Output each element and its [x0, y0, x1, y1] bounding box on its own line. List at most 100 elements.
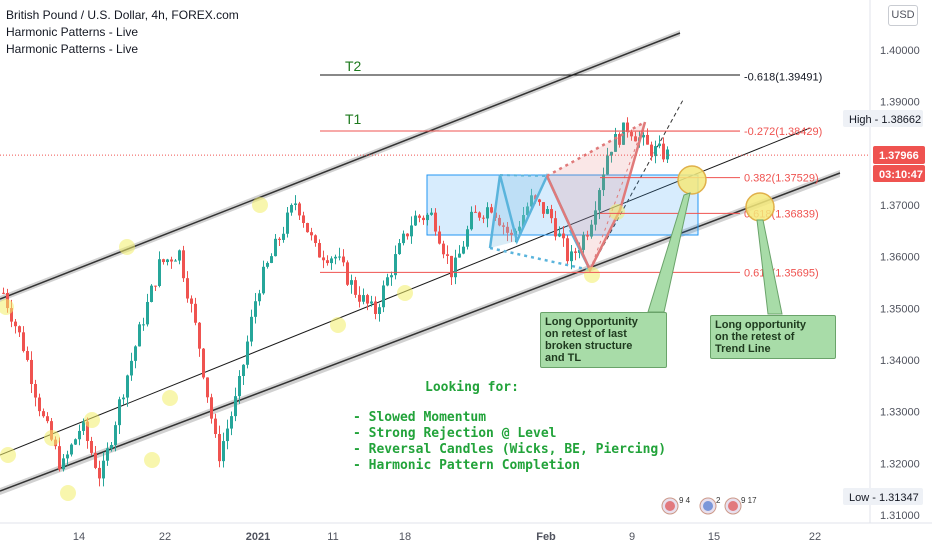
candle-body	[486, 207, 489, 219]
touch-point	[119, 239, 135, 255]
touch-highlights	[0, 197, 625, 501]
candle-body	[30, 359, 33, 385]
candle-body	[198, 322, 201, 349]
candle-body	[222, 441, 225, 462]
candle-body	[214, 418, 217, 435]
price-tick: 1.40000	[880, 45, 920, 57]
candle-body	[586, 234, 589, 237]
candle-body	[78, 430, 81, 440]
candle-body	[202, 348, 205, 378]
price-tick: 1.34000	[880, 355, 920, 367]
candle-body	[122, 397, 125, 400]
current-price-tag: 1.37966 03:10:47	[873, 146, 925, 182]
candle-body	[574, 251, 577, 253]
candle-body	[442, 243, 445, 255]
entry-circle-1[interactable]	[677, 165, 707, 195]
candle-body	[602, 174, 605, 191]
candle-body	[18, 326, 21, 333]
candle-body	[610, 151, 613, 156]
candle-body	[150, 285, 153, 302]
currency-button[interactable]: USD	[888, 5, 918, 26]
candle-body	[190, 298, 193, 304]
channel-upper-line[interactable]	[0, 32, 681, 300]
candle-body	[14, 321, 17, 327]
candle-body	[306, 223, 309, 233]
price-tick: 1.32000	[880, 458, 920, 470]
time-tick: 11	[327, 531, 338, 543]
candle-body	[622, 122, 625, 145]
channel-lower-line[interactable]	[0, 172, 841, 492]
time-tick: 2021	[246, 531, 270, 543]
candle-body	[226, 428, 229, 442]
fib-label: 0.382(1.37529)	[744, 173, 819, 185]
entry-circle-2[interactable]	[745, 192, 775, 222]
candle-body	[46, 416, 49, 422]
candle-body	[510, 232, 513, 236]
candle-body	[526, 206, 529, 216]
candle-body	[406, 233, 409, 237]
candle-body	[358, 294, 361, 302]
candle-body	[530, 195, 533, 207]
indicator-2[interactable]: Harmonic Patterns - Live	[6, 42, 139, 56]
callout-note-1[interactable]: Long Opportunity on retest of last broke…	[540, 312, 667, 368]
touch-point	[584, 267, 600, 283]
svg-text:High - 1.38662: High - 1.38662	[849, 114, 921, 126]
callout-note-2[interactable]: Long opportunity on the retest of Trend …	[710, 315, 836, 359]
candle-body	[58, 446, 61, 470]
price-tick: 1.33000	[880, 407, 920, 419]
candle-body	[650, 144, 653, 157]
low-label: Low - 1.31347	[843, 488, 923, 505]
candle-body	[582, 234, 585, 250]
candle-body	[414, 215, 417, 226]
looking-for-text[interactable]: Looking for: - Slowed Momentum - Strong …	[353, 380, 667, 473]
symbol-title[interactable]: British Pound / U.S. Dollar, 4h, FOREX.c…	[6, 8, 239, 22]
candle-body	[182, 250, 185, 279]
candle-body	[594, 210, 597, 225]
candle-body	[258, 293, 261, 302]
candle-body	[538, 199, 541, 203]
svg-text:2: 2	[716, 496, 721, 505]
price-tick: 1.36000	[880, 252, 920, 264]
dashed-projection-line[interactable]	[589, 99, 684, 271]
price-tick: 1.31000	[880, 510, 920, 522]
candle-body	[554, 218, 557, 237]
candle-body	[450, 255, 453, 278]
time-tick: 9	[629, 531, 635, 543]
candle-body	[130, 360, 133, 376]
candle-body	[490, 207, 493, 213]
candle-body	[618, 134, 621, 145]
candle-body	[110, 444, 113, 449]
candle-body	[346, 262, 349, 285]
candle-body	[186, 278, 189, 299]
touch-point	[144, 452, 160, 468]
fib-label: 0.618(1.35695)	[744, 267, 819, 279]
candle-body	[106, 448, 109, 461]
candle-body	[446, 254, 449, 256]
candle-body	[322, 257, 325, 261]
economic-events[interactable]: 9 4 2 9 17	[661, 496, 757, 515]
candle-body	[154, 285, 157, 287]
chart-legend: British Pound / U.S. Dollar, 4h, FOREX.c…	[6, 7, 239, 58]
candle-body	[398, 243, 401, 255]
candle-body	[330, 258, 333, 264]
candle-body	[38, 397, 41, 412]
candle-body	[502, 225, 505, 227]
candle-body	[454, 257, 457, 278]
candle-body	[174, 260, 177, 262]
svg-text:03:10:47: 03:10:47	[879, 169, 923, 181]
candle-body	[390, 275, 393, 278]
candle-body	[298, 203, 301, 216]
candle-body	[386, 277, 389, 286]
t2-label: T2	[345, 58, 362, 74]
candle-body	[338, 256, 341, 258]
candle-body	[170, 259, 173, 262]
touch-point	[330, 317, 346, 333]
indicator-1[interactable]: Harmonic Patterns - Live	[6, 25, 139, 39]
candle-body	[642, 134, 645, 138]
candle-body	[434, 212, 437, 232]
candle-body	[178, 250, 181, 261]
time-axis[interactable]: 14 22 2021 11 18 Feb 9 15 22	[73, 531, 821, 543]
candle-body	[498, 217, 501, 226]
